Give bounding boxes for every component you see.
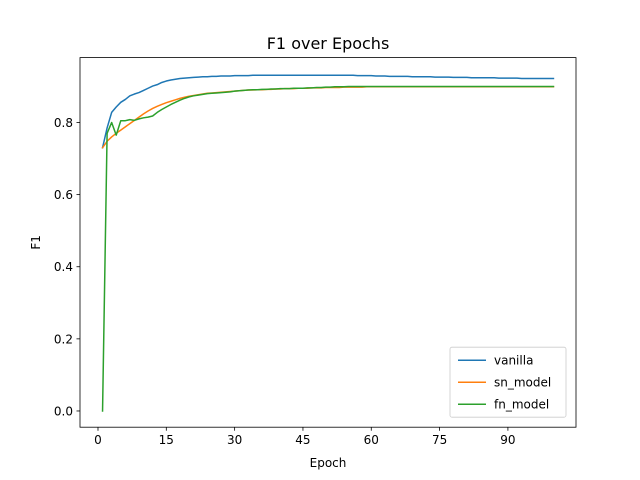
y-tick-label: 0.0 <box>54 404 73 418</box>
series-line-fn_model <box>101 85 555 412</box>
x-axis-label: Epoch <box>310 456 347 470</box>
x-tick-label: 15 <box>159 433 174 447</box>
x-tick-label: 0 <box>94 433 102 447</box>
series-lines <box>101 74 555 412</box>
x-tick-label: 60 <box>364 433 379 447</box>
plot-frame <box>79 57 577 428</box>
y-axis-ticks: 0.0 0.2 0.4 0.6 0.8 <box>54 116 80 418</box>
y-axis-label: F1 <box>29 235 43 250</box>
y-tick-label: 0.8 <box>54 116 73 130</box>
x-tick-label: 30 <box>227 433 242 447</box>
y-tick-label: 0.2 <box>54 332 73 346</box>
x-tick-label: 90 <box>500 433 515 447</box>
axes-spines <box>79 57 577 428</box>
y-tick-label: 0.6 <box>54 188 73 202</box>
x-tick-label: 75 <box>432 433 447 447</box>
x-axis-ticks: 0 15 30 45 60 75 90 <box>94 427 516 447</box>
series-line-vanilla <box>101 74 555 149</box>
chart-title: F1 over Epochs <box>267 34 390 53</box>
x-tick-label: 45 <box>295 433 310 447</box>
legend-label-fn_model: fn_model <box>494 398 549 412</box>
y-tick-label: 0.4 <box>54 260 73 274</box>
legend-label-sn_model: sn_model <box>494 376 551 390</box>
legend: vanilla sn_model fn_model <box>449 346 567 418</box>
legend-label-vanilla: vanilla <box>494 354 533 368</box>
legend-box <box>449 346 567 418</box>
